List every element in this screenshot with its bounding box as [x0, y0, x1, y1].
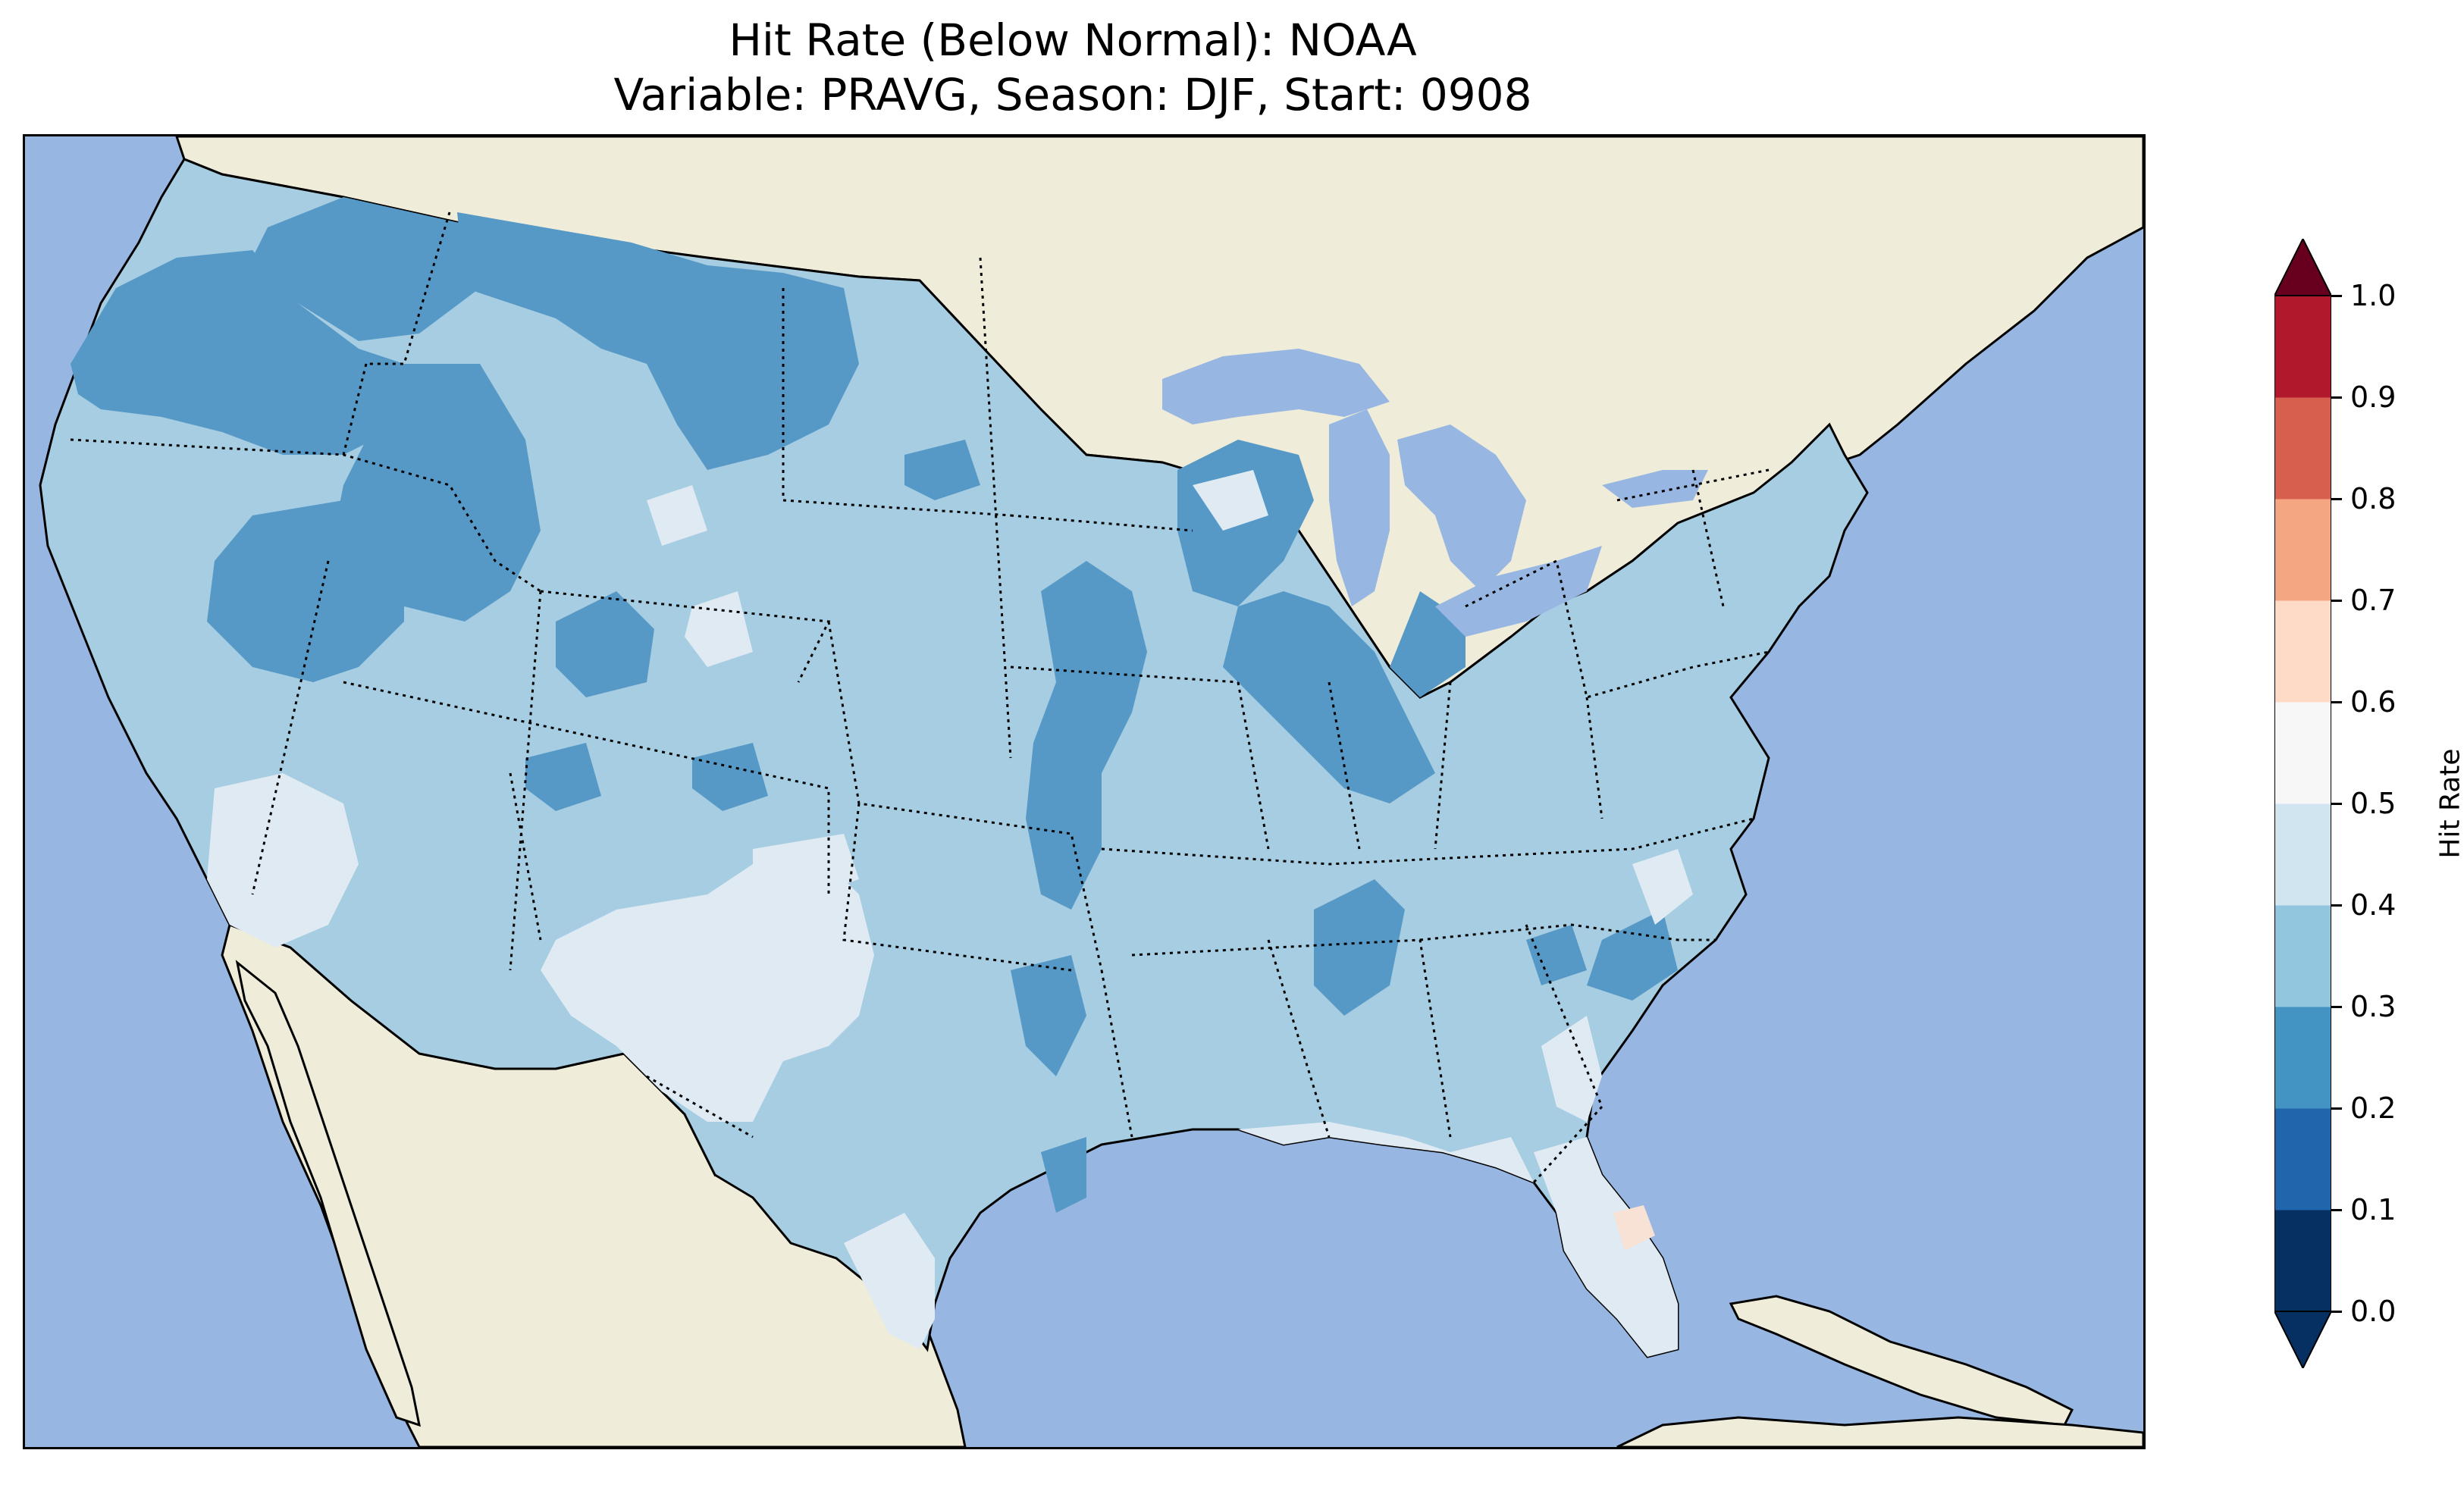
colorbar-tick-mark [2331, 701, 2342, 703]
colorbar-tick-label: 0.5 [2350, 787, 2397, 820]
colorbar-tick-label: 0.6 [2350, 685, 2397, 719]
colorbar-tick-mark [2331, 803, 2342, 805]
hit-rate-0.4-0.5-regions [207, 470, 1693, 1357]
south-america-land [1616, 1416, 2143, 1447]
cuba-island [1729, 1295, 2074, 1427]
colorbar-tick-mark [2331, 904, 2342, 907]
colorbar [2274, 239, 2331, 1368]
colorbar-tick-label: 0.7 [2350, 584, 2397, 617]
hit-rate-0.5-0.6-spot [1613, 1205, 1655, 1251]
colorbar-tick-mark [2331, 295, 2342, 297]
colorbar-extend-max [2274, 239, 2331, 296]
colorbar-bin-0.6-0.7 [2274, 600, 2331, 703]
map-canvas [39, 136, 2143, 1447]
colorbar-tick-label: 0.4 [2350, 888, 2397, 922]
baja-peninsula [235, 960, 421, 1427]
colorbar-tick-mark [2331, 498, 2342, 500]
colorbar-tick-mark [2331, 1107, 2342, 1110]
colorbar-bin-0.1-0.2 [2274, 1108, 2331, 1211]
colorbar-tick-mark [2331, 1006, 2342, 1008]
colorbar-bin-0.0-0.1 [2274, 1210, 2331, 1312]
colorbar-bin-0.3-0.4 [2274, 905, 2331, 1007]
colorbar-tick-mark [2331, 1209, 2342, 1211]
colorbar-tick-label: 0.3 [2350, 990, 2397, 1023]
colorbar-bin-0.5-0.6 [2274, 702, 2331, 804]
map-panel [23, 134, 2146, 1449]
colorbar-outline [2274, 295, 2331, 1312]
great-lakes [1162, 349, 1708, 637]
colorbar-bin-0.8-0.9 [2274, 397, 2331, 500]
colorbar-bin-0.4-0.5 [2274, 803, 2331, 906]
colorbar-tick-mark [2331, 396, 2342, 399]
colorbar-tick-label: 0.2 [2350, 1092, 2397, 1125]
colorbar-tick-label: 0.8 [2350, 482, 2397, 515]
colorbar-label: Hit Rate [2434, 748, 2464, 859]
state-boundaries [70, 211, 1770, 1184]
colorbar-tick-label: 0.0 [2350, 1295, 2397, 1328]
colorbar-tick-mark [2331, 1311, 2342, 1313]
colorbar-tick-label: 0.1 [2350, 1193, 2397, 1226]
map-title-line-2: Variable: PRAVG, Season: DJF, Start: 090… [613, 69, 1532, 121]
colorbar-bin-0.9-1.0 [2274, 296, 2331, 398]
map-title-line-1: Hit Rate (Below Normal): NOAA [729, 14, 1417, 66]
colorbar-bin-0.7-0.8 [2274, 499, 2331, 601]
colorbar-tick-label: 0.9 [2350, 381, 2397, 414]
colorbar-tick-label: 1.0 [2350, 279, 2397, 312]
colorbar-tick-mark [2331, 600, 2342, 602]
colorbar-bin-0.2-0.3 [2274, 1007, 2331, 1109]
colorbar-extend-min [2274, 1311, 2331, 1368]
